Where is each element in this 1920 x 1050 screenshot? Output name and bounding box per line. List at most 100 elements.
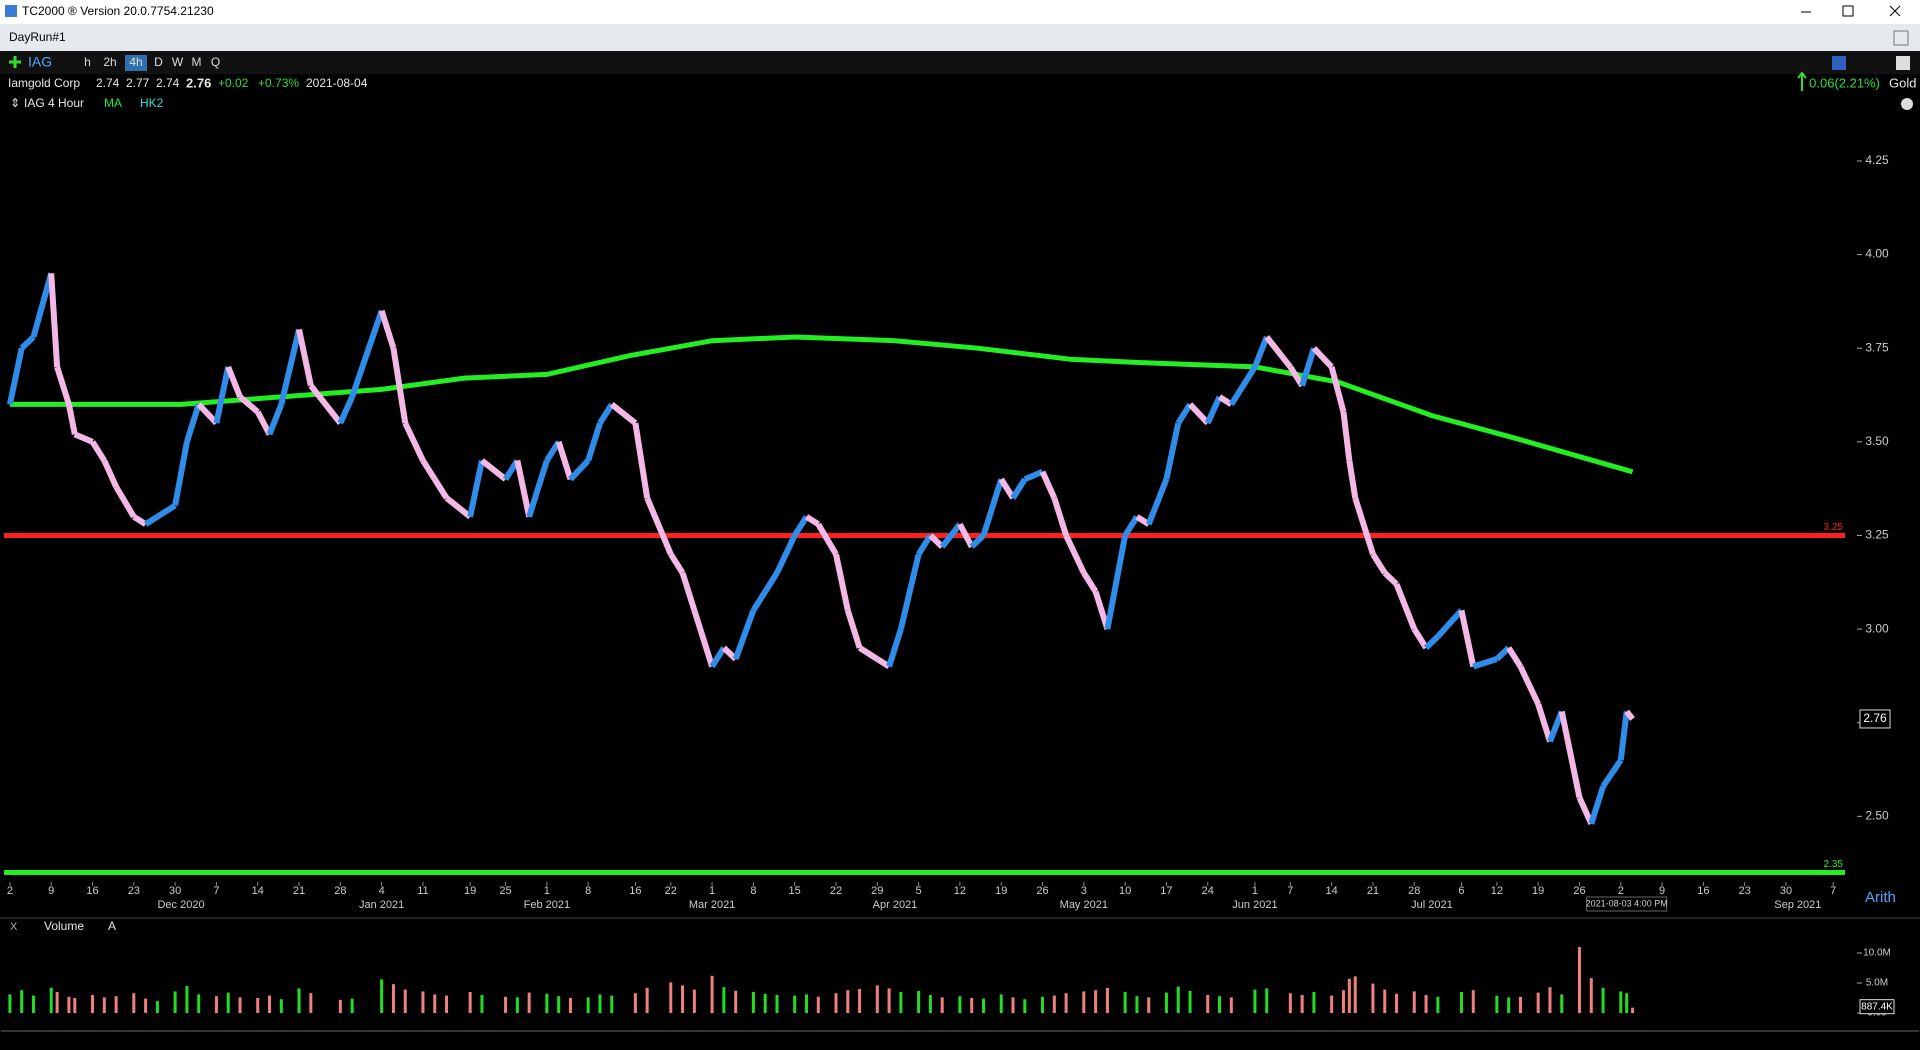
symbol[interactable]: IAG [28, 54, 52, 70]
volume-bar [940, 997, 944, 1013]
price-bar [6, 347, 25, 405]
volume-bar [982, 998, 986, 1013]
restore-button[interactable] [1842, 5, 1854, 17]
volume-bar [256, 998, 260, 1013]
timeframe[interactable]: M [192, 55, 202, 69]
y-tick-label: 3.00 [1865, 621, 1889, 635]
price-bar [857, 645, 879, 662]
volume-bar [445, 995, 449, 1013]
timeframe[interactable]: 4h [129, 55, 142, 69]
volume-bar [279, 999, 283, 1013]
price-bar [691, 609, 715, 668]
volume-bar [297, 988, 301, 1013]
scale-mode[interactable]: Arith [1865, 889, 1896, 906]
indicator-hk2[interactable]: HK2 [140, 96, 164, 110]
volume-bar [1536, 992, 1540, 1013]
volume-bar [917, 990, 921, 1013]
volume-bar [102, 997, 106, 1013]
price-bar [467, 459, 485, 518]
volume-bar [132, 993, 136, 1013]
price-bar [1346, 460, 1359, 499]
timeframes: h 2h 4h D W M Q [84, 55, 220, 71]
volume-bar [1495, 995, 1499, 1013]
y-tick-label: 4.00 [1865, 247, 1889, 261]
price-bar [1081, 571, 1099, 594]
x-tick-label: 26 [1573, 885, 1585, 897]
y-tick-label: 3.75 [1865, 340, 1889, 354]
price-bar [957, 522, 975, 549]
volume-bar [1105, 987, 1109, 1013]
x-tick-label: 2 [7, 885, 13, 897]
volume-bar [55, 992, 59, 1013]
price-bar [1411, 627, 1429, 650]
volume-bar [1347, 978, 1351, 1013]
price-bar [969, 533, 986, 549]
volume-title: Volume [44, 919, 84, 933]
scroll-icon[interactable]: ⇕ [10, 96, 20, 110]
price-bar [585, 422, 603, 462]
x-tick-label: 4 [379, 885, 385, 897]
volume-bar [1123, 992, 1127, 1013]
timeframe[interactable]: W [172, 55, 184, 69]
x-tick-label: 23 [1739, 885, 1751, 897]
timeframe[interactable]: D [154, 55, 163, 69]
volume-mode[interactable]: A [108, 919, 116, 933]
volume-bar [1560, 994, 1564, 1013]
price-bar [101, 459, 119, 488]
timeframe[interactable]: 2h [103, 55, 116, 69]
volume-bar [775, 995, 779, 1013]
volume-bar [722, 987, 726, 1013]
volume-last-label: 887.4K [1861, 1001, 1893, 1012]
price-bar [144, 514, 160, 527]
x-tick-label: 8 [750, 885, 756, 897]
volume-bar [816, 996, 820, 1013]
x-tick-label: 22 [830, 885, 842, 897]
toolbar-icon[interactable] [1896, 56, 1910, 70]
toolbar-icon[interactable] [1832, 56, 1846, 70]
volume-bar [1507, 997, 1511, 1013]
volume-bar [421, 991, 425, 1013]
price-bar [1104, 534, 1129, 630]
volume-bar [804, 994, 808, 1013]
volume-bar [568, 998, 572, 1013]
window-button[interactable] [1893, 30, 1909, 46]
close-button[interactable] [1889, 5, 1901, 17]
price-bar [132, 514, 148, 527]
cursor-label: 2021-08-03 4:00 PM [1586, 898, 1668, 908]
volume-bar [1548, 987, 1552, 1013]
x-tick-label: 23 [128, 885, 140, 897]
indicator-ma[interactable]: MA [104, 96, 122, 110]
price-bar [774, 534, 798, 575]
timeframe[interactable]: Q [211, 55, 220, 69]
layout-tab[interactable]: DayRun#1 [9, 30, 66, 44]
price-bar [480, 458, 508, 482]
volume-bar [403, 989, 407, 1013]
x-tick-label: 19 [464, 885, 476, 897]
price-bar [1204, 395, 1223, 425]
volume-bar [391, 984, 395, 1013]
x-tick-label: 3 [1081, 885, 1087, 897]
price-bar [296, 328, 314, 387]
x-tick-label: 28 [334, 885, 346, 897]
price-bar [1122, 515, 1140, 538]
x-tick-label: 19 [995, 885, 1007, 897]
volume-bar [1011, 997, 1015, 1013]
add-button[interactable] [9, 56, 21, 68]
price-bar [1299, 347, 1317, 387]
open: 2.74 [96, 76, 120, 90]
volume-bar [49, 987, 53, 1013]
volume-bar [692, 989, 696, 1013]
x-tick-label: 16 [86, 885, 98, 897]
price-bar [1517, 665, 1541, 706]
x-tick-label: 26 [1036, 885, 1048, 897]
x-tick-label: 7 [1287, 885, 1293, 897]
x-tick-label: 28 [1408, 885, 1420, 897]
timeframe[interactable]: h [84, 55, 91, 69]
level-label: 2.35 [1824, 859, 1844, 870]
price-bar [1352, 497, 1376, 556]
price-bar [1175, 402, 1193, 425]
x-tick-label: 24 [1202, 885, 1214, 897]
settings-icon[interactable] [1901, 98, 1913, 110]
close-panel[interactable]: X [10, 921, 18, 933]
x-tick-label: 14 [1326, 885, 1338, 897]
